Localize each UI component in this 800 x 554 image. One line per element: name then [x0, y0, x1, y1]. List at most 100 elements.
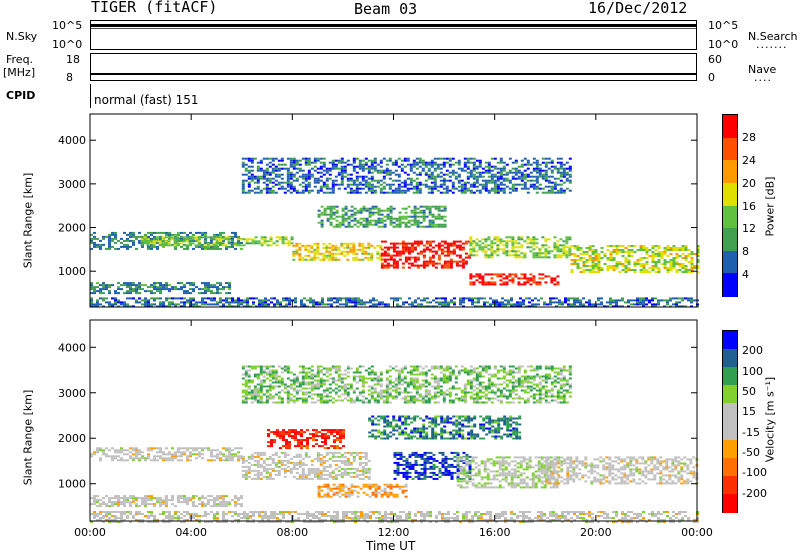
velocity-colorbar-tick: -15 — [742, 425, 760, 439]
nsearch-label: N.Search — [748, 30, 798, 43]
power-colorbar-tick: 16 — [742, 199, 756, 213]
power-colorbar-swatch — [723, 182, 737, 207]
velocity-colorbar-swatch — [723, 349, 737, 369]
velocity-xtick-label-0: 00:00 — [74, 526, 106, 539]
velocity-band-9 — [241, 365, 572, 404]
velocity-ytick-label-1: 2000 — [58, 432, 86, 445]
velocity-colorbar-tick: -200 — [742, 486, 767, 500]
velocity-band-0 — [90, 495, 243, 508]
velocity-colorbar-swatch — [723, 385, 737, 405]
power-band-5 — [469, 273, 560, 286]
cpid-value: normal (fast) 151 — [94, 93, 199, 107]
velocity-colorbar-tick: -100 — [742, 466, 767, 480]
velocity-xtick-label-1: 04:00 — [175, 526, 207, 539]
velocity-colorbar-tick: 100 — [742, 364, 763, 378]
velocity-band-1 — [90, 447, 243, 462]
freq-tick-top: 18 — [66, 53, 80, 66]
nsearch-tick-top: 10^5 — [708, 19, 739, 32]
power-plot-area — [90, 114, 697, 307]
power-colorbar-tick: 4 — [742, 268, 749, 282]
velocity-colorbar-swatch — [723, 421, 737, 441]
power-ytick-label-1: 2000 — [58, 222, 86, 235]
nsky-trace — [91, 24, 696, 27]
nave-dots: ···· — [754, 74, 772, 87]
power-colorbar-tick: 8 — [742, 245, 749, 259]
velocity-xtick-label-2: 08:00 — [276, 526, 308, 539]
nave-tick-top: 60 — [708, 53, 722, 66]
velocity-band-3 — [267, 429, 345, 450]
nsky-tick-bottom: 10^0 — [52, 38, 83, 51]
velocity-colorbar-tick: 50 — [742, 385, 756, 398]
freq-label: Freq. — [6, 53, 34, 66]
power-colorbar-label: Power [dB] — [763, 176, 777, 237]
velocity-xtick-label-5: 20:00 — [580, 526, 612, 539]
power-ytick-label-0: 1000 — [58, 265, 86, 278]
beam-title: Beam 03 — [354, 0, 418, 18]
power-colorbar-swatch — [723, 137, 737, 162]
power-ytick-label-3: 4000 — [58, 134, 86, 147]
velocity-colorbar-tick: 200 — [742, 344, 763, 358]
power-ytick-label-2: 3000 — [58, 178, 86, 191]
velocity-band-6 — [456, 456, 559, 489]
velocity-colorbar-swatch — [723, 403, 737, 423]
nsearch-trace — [91, 28, 696, 29]
x-axis-label: Time UT — [366, 539, 416, 553]
velocity-colorbar-swatch — [723, 331, 737, 350]
date-title: 16/Dec/2012 — [588, 0, 688, 17]
power-colorbar-swatch — [723, 228, 737, 252]
velocity-band-7 — [545, 456, 699, 485]
nsearch-tick-bottom: 10^0 — [708, 38, 739, 51]
velocity-colorbar-tick: -50 — [742, 446, 760, 459]
velocity-colorbar-swatch — [723, 439, 737, 459]
power-band-0 — [90, 282, 231, 295]
power-ylabel: Slant Range [km] — [21, 172, 35, 269]
nsky-tick-top: 10^5 — [52, 19, 83, 32]
velocity-ytick-label-0: 1000 — [58, 478, 86, 491]
power-colorbar-swatch — [723, 205, 737, 230]
power-band-7 — [570, 245, 700, 273]
nave-label: Nave — [748, 63, 777, 76]
cpid-marker — [90, 84, 91, 108]
nsky-panel — [90, 20, 697, 50]
velocity-xtick-label-3: 12:00 — [378, 526, 410, 539]
velocity-colorbar-tick: 15 — [742, 405, 756, 419]
velocity-band-4 — [317, 483, 408, 498]
velocity-colorbar — [722, 330, 738, 513]
velocity-ytick-label-3: 4000 — [58, 341, 86, 354]
power-band-6 — [469, 236, 572, 259]
velocity-xtick-label-6: 00:00 — [681, 526, 713, 539]
power-band-8 — [317, 205, 447, 228]
velocity-band-5 — [393, 451, 472, 480]
radar-title: TIGER (fitACF) — [91, 0, 218, 16]
velocity-band-2 — [241, 451, 371, 480]
power-band-9 — [241, 157, 572, 194]
freq-tick-bottom: 8 — [66, 71, 73, 84]
power-band-10 — [90, 297, 699, 308]
nave-tick-bottom: 0 — [708, 71, 715, 84]
power-colorbar-swatch — [723, 273, 737, 297]
power-colorbar-tick: 20 — [742, 176, 756, 190]
nsky-label: N.Sky — [6, 30, 38, 43]
velocity-xtick-label-4: 16:00 — [479, 526, 511, 539]
power-colorbar-swatch — [723, 160, 737, 184]
power-colorbar-swatch — [723, 115, 737, 139]
velocity-colorbar-swatch — [723, 493, 737, 513]
cpid-label: CPID — [6, 89, 36, 102]
velocity-colorbar-swatch — [723, 475, 737, 495]
power-colorbar — [722, 114, 738, 297]
velocity-band-10 — [90, 511, 699, 523]
power-band-3 — [292, 242, 383, 261]
power-colorbar-tick: 24 — [742, 153, 756, 167]
velocity-colorbar-label: Velocity [m s⁻¹] — [763, 376, 777, 463]
velocity-colorbar-swatch — [723, 457, 737, 477]
freq-trace — [91, 73, 696, 75]
freq-unit: [MHz] — [3, 66, 36, 79]
freq-panel — [90, 53, 697, 81]
nsearch-dots: ······· — [756, 41, 788, 54]
power-colorbar-tick: 12 — [742, 222, 756, 236]
power-band-4 — [380, 240, 471, 269]
velocity-ylabel: Slant Range [km] — [21, 389, 35, 486]
power-colorbar-swatch — [723, 250, 737, 275]
